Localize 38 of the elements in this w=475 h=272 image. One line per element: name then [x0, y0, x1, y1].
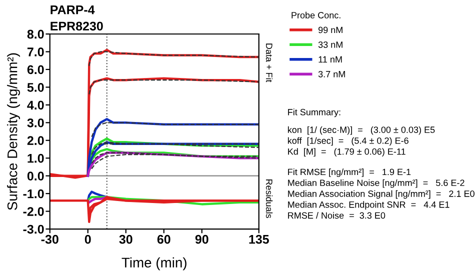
x-axis-title: Time (min) — [122, 257, 186, 270]
y-tick-label: 3.0 — [27, 118, 44, 128]
chart-title: PARP-4 — [50, 6, 95, 14]
legend-label: 33 nM — [318, 41, 342, 48]
y-tick-label: 2.0 — [27, 136, 44, 146]
legend-label: 3.7 nM — [318, 70, 345, 78]
y-tick-label: 0.0 — [27, 172, 44, 180]
text: Residuals — [266, 179, 273, 218]
x-tick-label: 90 — [195, 234, 208, 244]
legend-title: Probe Conc. — [292, 12, 340, 18]
text: Fit RMSE [ng/mm²] = 1.9 E-1 — [288, 168, 411, 177]
x-tick-label: 30 — [119, 234, 132, 244]
y-tick-label: 4.0 — [27, 100, 44, 110]
legend-label: 11 nM — [318, 56, 342, 63]
y-tick-label: 1.0 — [28, 154, 44, 163]
legend-label: 99 nM — [318, 26, 342, 34]
y-tick-label: 7.0 — [27, 48, 44, 56]
text: Median Baseline Noise [ng/mm²] = 5.6 E-2 — [288, 179, 464, 188]
text: Fit Summary: — [288, 108, 340, 118]
y-tick-label: 6.0 — [27, 65, 44, 74]
text: Median Assoc. Endpoint SNR = 4.4 E1 — [288, 201, 450, 210]
text: kon [1/ (sec·M)] = (3.00 ± 0.03) E5 — [288, 126, 435, 135]
y-tick-label: -2.0 — [23, 207, 44, 216]
y-tick-label: 5.0 — [27, 82, 44, 92]
x-tick-label: 135 — [249, 234, 269, 244]
x-tick-label: -30 — [41, 234, 58, 244]
x-tick-label: 0 — [84, 234, 91, 244]
text: RMSE / Noise = 3.3 E0 — [288, 212, 386, 219]
y-tick-label: -3.0 — [23, 224, 44, 234]
text: Kd [M] = (1.79 ± 0.06) E-11 — [288, 148, 406, 157]
text: Data + Fit — [266, 44, 273, 82]
text: koff [1/sec] = (5.4 ± 0.2) E-6 — [288, 137, 408, 146]
x-tick-label: 60 — [157, 234, 170, 244]
y-tick-label: -1.0 — [23, 189, 44, 198]
chart-subtitle: EPR8230 — [50, 22, 103, 31]
text: Median Association Signal [ng/mm²] = 2.1 E0 — [288, 190, 474, 199]
y-axis-title: Surface Density (ng/mm²) — [7, 53, 20, 210]
y-tick-label: 8.0 — [27, 30, 44, 39]
